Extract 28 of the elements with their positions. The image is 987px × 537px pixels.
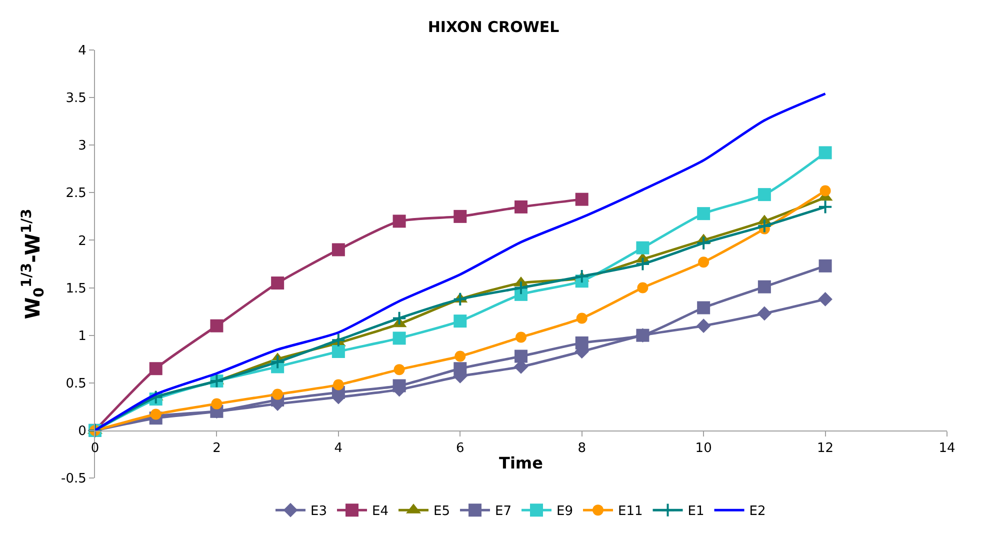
- y-tick-label: 0: [78, 424, 86, 439]
- x-tick-label: 0: [90, 441, 100, 456]
- y-tick-label: 1.5: [66, 281, 86, 296]
- x-tick-label: 10: [695, 441, 712, 456]
- x-tick-label: 4: [334, 441, 343, 456]
- y-tick-label: 2: [78, 234, 86, 249]
- x-tick-label: 14: [938, 441, 956, 456]
- y-tick-label: 3: [78, 138, 86, 154]
- y-tick-label: 1: [78, 328, 86, 344]
- legend-label: E3: [310, 504, 327, 520]
- legend-label: E9: [556, 504, 573, 520]
- y-tick-label: 4: [78, 44, 86, 59]
- chart-title: HIXON CROWEL: [428, 18, 560, 36]
- x-tick-label: 12: [817, 441, 834, 456]
- x-tick-label: 6: [456, 441, 464, 456]
- legend-label: E5: [434, 504, 450, 520]
- y-tick-label: 3.5: [66, 91, 86, 106]
- y-tick-label: 0.5: [66, 376, 86, 392]
- legend-label: E4: [372, 504, 388, 520]
- y-tick-label: 2.5: [66, 186, 86, 202]
- x-axis-title: Time: [499, 454, 544, 473]
- legend-label: E7: [495, 504, 512, 520]
- legend-label: E11: [618, 504, 643, 520]
- y-tick-label: -0.5: [61, 472, 86, 487]
- x-tick-label: 8: [578, 441, 586, 456]
- legend-label: E2: [749, 504, 766, 520]
- x-tick-label: 2: [212, 441, 221, 456]
- legend-label: E1: [688, 504, 704, 520]
